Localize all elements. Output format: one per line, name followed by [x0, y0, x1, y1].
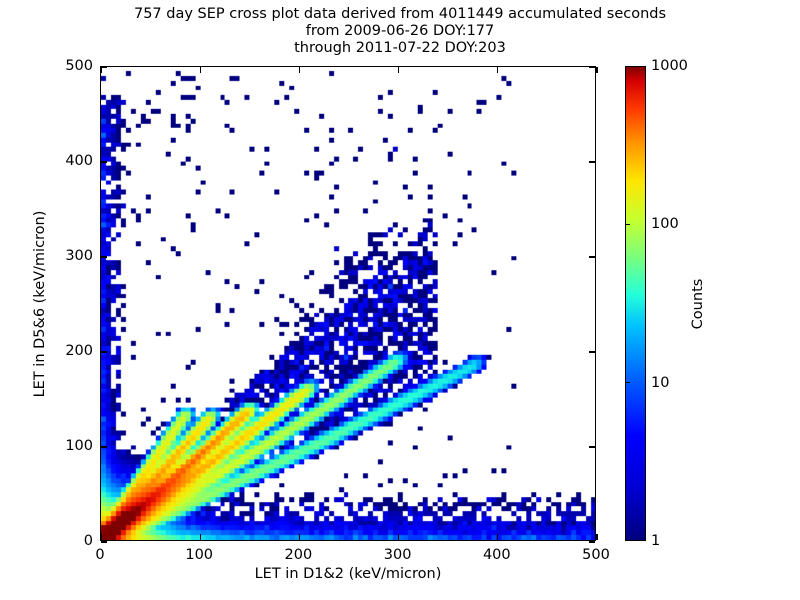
x-tick-label: 400	[482, 547, 511, 563]
colorbar-tick-label: 100	[651, 216, 679, 233]
x-tick-mark	[596, 67, 598, 73]
y-tick-label: 200	[65, 343, 93, 359]
y-tick-mark	[101, 66, 107, 68]
y-tick-mark	[589, 66, 595, 68]
x-tick-label: 200	[284, 547, 313, 563]
chart-title: 757 day SEP cross plot data derived from…	[0, 6, 800, 57]
y-tick-mark	[101, 161, 107, 163]
x-tick-mark	[199, 534, 201, 540]
y-tick-mark	[589, 351, 595, 353]
y-tick-mark	[101, 541, 107, 543]
y-tick-mark	[589, 541, 595, 543]
x-tick-mark	[497, 67, 499, 73]
x-tick-mark	[298, 534, 300, 540]
x-tick-mark	[100, 534, 102, 540]
colorbar-gradient	[626, 67, 645, 540]
x-tick-mark	[100, 67, 102, 73]
x-tick-mark	[398, 534, 400, 540]
y-tick-label: 400	[65, 153, 93, 169]
chart-title-line-3: through 2011-07-22 DOY:203	[294, 40, 506, 56]
y-tick-label: 0	[83, 533, 93, 549]
histogram2d-canvas	[101, 67, 595, 540]
x-tick-mark	[497, 534, 499, 540]
plot-axes	[100, 66, 598, 543]
y-tick-mark	[589, 256, 595, 258]
colorbar-tick-label: 1	[651, 533, 661, 549]
plot-area	[101, 67, 595, 540]
x-tick-label: 0	[95, 547, 105, 563]
x-tick-mark	[298, 67, 300, 73]
y-tick-label: 100	[65, 438, 93, 454]
y-tick-mark	[101, 256, 107, 258]
x-tick-label: 500	[582, 547, 610, 563]
x-axis-title: LET in D1&2 (keV/micron)	[254, 566, 442, 582]
colorbar-title: Counts	[690, 278, 706, 329]
y-tick-mark	[101, 351, 107, 353]
y-tick-mark	[589, 161, 595, 163]
colorbar	[625, 66, 646, 541]
colorbar-tick-mark	[625, 223, 630, 225]
x-tick-mark	[199, 67, 201, 73]
y-tick-mark	[101, 446, 107, 448]
x-tick-mark	[596, 534, 598, 540]
x-tick-label: 100	[185, 547, 214, 563]
x-tick-label: 300	[383, 547, 412, 563]
x-tick-mark	[398, 67, 400, 73]
colorbar-tick-label: 10	[651, 374, 670, 391]
chart-title-line-2: from 2009-06-26 DOY:177	[305, 23, 495, 39]
y-tick-mark	[589, 446, 595, 448]
y-axis-title: LET in D5&6 (keV/micron)	[32, 210, 48, 397]
colorbar-tick-mark	[625, 382, 630, 384]
y-tick-label: 500	[65, 58, 93, 74]
y-tick-label: 300	[65, 248, 93, 264]
colorbar-tick-label: 1000	[651, 58, 688, 74]
chart-title-line-1: 757 day SEP cross plot data derived from…	[133, 6, 667, 22]
